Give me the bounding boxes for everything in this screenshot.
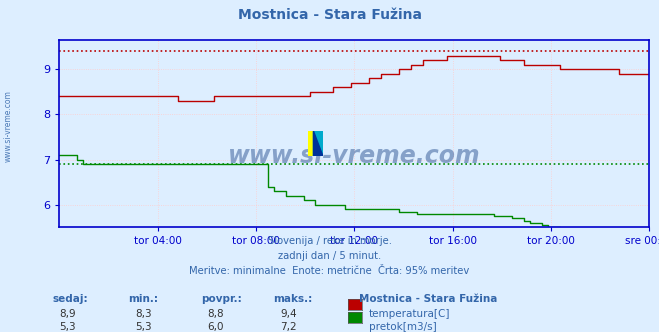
Text: www.si-vreme.com: www.si-vreme.com [3,90,13,162]
Text: 8,9: 8,9 [59,309,76,319]
Text: Meritve: minimalne  Enote: metrične  Črta: 95% meritev: Meritve: minimalne Enote: metrične Črta:… [189,266,470,276]
Text: 7,2: 7,2 [280,322,297,332]
Text: maks.:: maks.: [273,294,313,304]
Text: 5,3: 5,3 [59,322,76,332]
Text: pretok[m3/s]: pretok[m3/s] [369,322,437,332]
Text: temperatura[C]: temperatura[C] [369,309,451,319]
Text: www.si-vreme.com: www.si-vreme.com [228,144,480,168]
Text: Mostnica - Stara Fužina: Mostnica - Stara Fužina [237,8,422,22]
Polygon shape [314,131,323,156]
Text: 5,3: 5,3 [135,322,152,332]
Text: povpr.:: povpr.: [201,294,242,304]
Text: 8,8: 8,8 [208,309,224,319]
Text: 6,0: 6,0 [208,322,224,332]
Text: Slovenija / reke in morje.: Slovenija / reke in morje. [268,236,391,246]
Text: 8,3: 8,3 [135,309,152,319]
Polygon shape [314,131,323,156]
Text: zadnji dan / 5 minut.: zadnji dan / 5 minut. [278,251,381,261]
Text: 9,4: 9,4 [280,309,297,319]
Text: min.:: min.: [129,294,159,304]
Text: Mostnica - Stara Fužina: Mostnica - Stara Fužina [359,294,498,304]
Text: sedaj:: sedaj: [53,294,88,304]
